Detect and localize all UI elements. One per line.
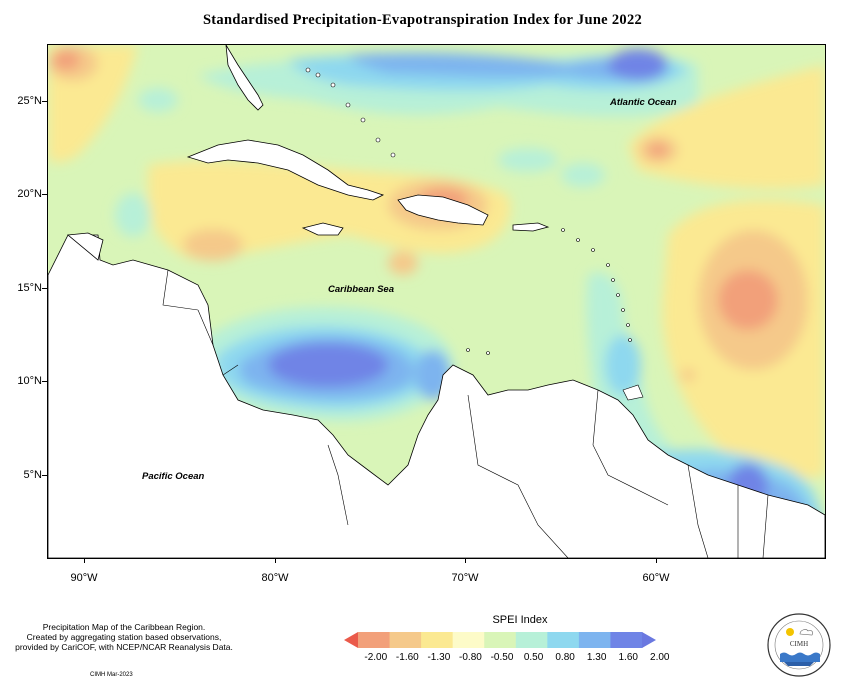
logo-text: CIMH	[790, 640, 808, 648]
x-tick-mark	[84, 558, 85, 563]
legend-tick-label: 1.60	[618, 652, 638, 663]
spei-field	[48, 45, 825, 558]
x-tick-label: 70°W	[451, 572, 479, 584]
legend-swatch	[547, 632, 580, 648]
legend-swatch	[344, 632, 358, 648]
y-tick-mark	[42, 475, 47, 476]
map-title: Standardised Precipitation-Evapotranspir…	[202, 12, 643, 28]
legend-tick-label: 1.30	[586, 652, 607, 663]
y-tick-label: 10°N	[17, 375, 42, 387]
legend-swatch	[578, 632, 611, 648]
y-tick-mark	[42, 288, 47, 289]
legend-swatch	[358, 632, 391, 648]
x-tick-mark	[656, 558, 657, 563]
legend-swatch	[484, 632, 517, 648]
cloud-icon	[799, 629, 813, 636]
legend-tick-label: 0.80	[555, 652, 575, 663]
y-tick-label: 5°N	[23, 469, 42, 481]
legend-tick-label: 2.00	[650, 652, 670, 663]
y-tick-label: 25°N	[17, 95, 42, 107]
note-line: provided by CariCOF, with NCEP/NCAR Rean…	[15, 642, 233, 652]
y-tick-mark	[42, 381, 47, 382]
x-tick-label: 80°W	[261, 572, 289, 584]
x-tick-label: 60°W	[642, 572, 670, 584]
legend-swatch	[421, 632, 454, 648]
legend-tick-label: -2.00	[364, 652, 388, 663]
x-tick-mark	[465, 558, 466, 563]
y-tick-label: 15°N	[17, 282, 42, 294]
label-caribbean-sea: Caribbean Sea	[328, 284, 394, 295]
legend-swatch	[610, 632, 643, 648]
y-tick-mark	[42, 101, 47, 102]
y-tick-label: 20°N	[17, 188, 42, 200]
legend-tick-label: -1.60	[395, 652, 419, 663]
y-tick-mark	[42, 194, 47, 195]
cimh-logo: CIMH	[767, 613, 831, 677]
legend-tick-label: 0.50	[523, 652, 544, 663]
legend-tick-label: -1.30	[427, 652, 451, 663]
x-tick-label: 90°W	[70, 572, 98, 584]
note-line: Created by aggregating station based obs…	[26, 632, 222, 642]
legend-swatch	[452, 632, 485, 648]
label-atlantic-ocean: Atlantic Ocean	[610, 97, 677, 108]
legend-colorbar	[344, 632, 656, 648]
legend-tick-label: -0.80	[459, 652, 482, 663]
x-tick-mark	[275, 558, 276, 563]
legend-tick-label: -0.50	[490, 652, 514, 663]
legend-swatch	[642, 632, 656, 648]
sun-icon	[786, 628, 794, 636]
spei-map[interactable]	[47, 44, 826, 559]
credit-text: CIMH Mar-2023	[90, 672, 133, 678]
note-line: Precipitation Map of the Caribbean Regio…	[42, 622, 206, 632]
legend-swatch	[389, 632, 422, 648]
map-description: Precipitation Map of the Caribbean Regio…	[4, 622, 244, 652]
label-pacific-ocean: Pacific Ocean	[142, 471, 205, 482]
legend-title: SPEI Index	[492, 614, 548, 626]
legend-swatch	[515, 632, 548, 648]
